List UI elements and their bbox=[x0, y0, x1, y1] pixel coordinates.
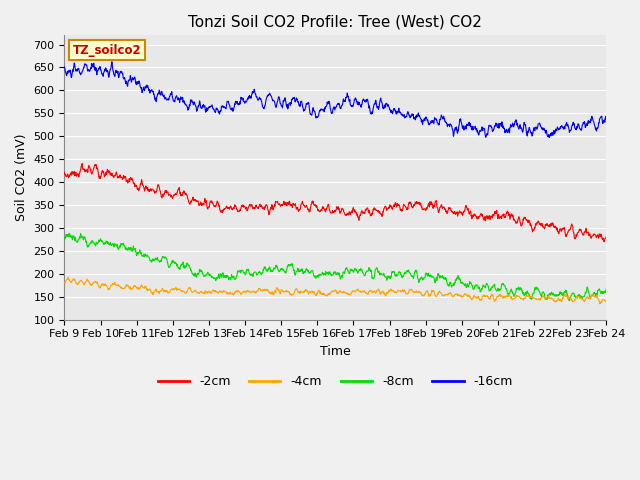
Text: TZ_soilco2: TZ_soilco2 bbox=[72, 44, 141, 57]
Legend: -2cm, -4cm, -8cm, -16cm: -2cm, -4cm, -8cm, -16cm bbox=[153, 370, 518, 393]
Y-axis label: Soil CO2 (mV): Soil CO2 (mV) bbox=[15, 134, 28, 221]
Title: Tonzi Soil CO2 Profile: Tree (West) CO2: Tonzi Soil CO2 Profile: Tree (West) CO2 bbox=[188, 15, 483, 30]
X-axis label: Time: Time bbox=[320, 345, 351, 358]
